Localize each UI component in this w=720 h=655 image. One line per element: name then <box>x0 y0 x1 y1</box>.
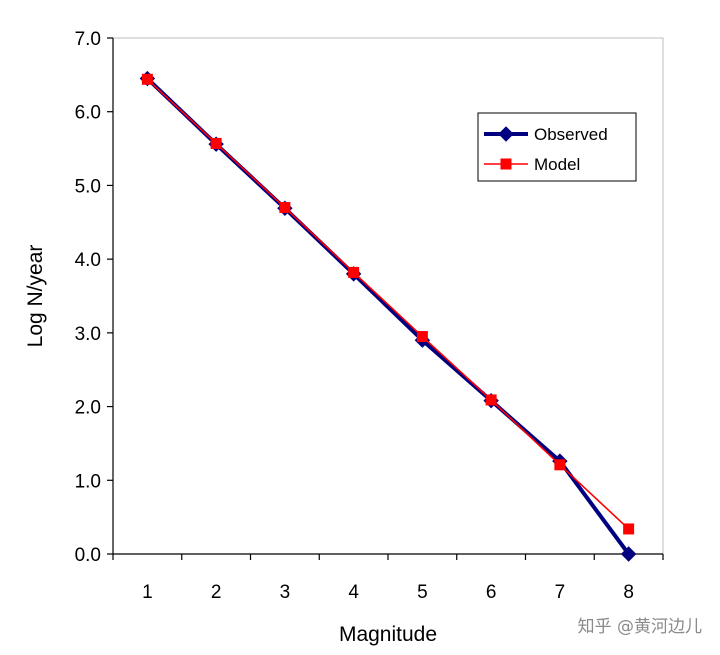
y-tick-label: 3.0 <box>75 324 101 345</box>
legend-swatch-marker <box>498 126 514 142</box>
legend-label: Model <box>534 155 580 174</box>
data-point-model <box>554 459 566 471</box>
y-tick-label: 1.0 <box>75 471 101 492</box>
data-point-model <box>485 394 497 406</box>
watermark: 知乎 @黄河边儿 <box>577 617 702 637</box>
y-tick-label: 4.0 <box>75 250 101 271</box>
legend-swatch-marker <box>500 158 512 170</box>
series-line-model <box>146 78 630 530</box>
legend-item-observed: Observed <box>484 125 608 144</box>
x-tick-label: 1 <box>142 582 153 603</box>
y-tick-label: 6.0 <box>75 103 101 124</box>
x-axis: 1 2 3 4 5 6 7 8 <box>112 553 664 603</box>
y-tick-label: 7.0 <box>75 29 101 50</box>
y-tick-label: 2.0 <box>75 398 101 419</box>
y-tick-label: 5.0 <box>75 176 101 197</box>
data-point-model <box>623 523 635 535</box>
legend: Observed Model <box>477 112 637 182</box>
x-tick-label: 5 <box>417 582 428 603</box>
x-tick-label: 6 <box>486 582 497 603</box>
legend-item-model: Model <box>484 155 580 174</box>
data-point-observed <box>620 546 637 562</box>
x-tick-label: 8 <box>623 582 634 603</box>
x-axis-title: Magnitude <box>339 623 437 646</box>
y-axis-title: Log N/year <box>24 245 47 348</box>
data-point-model <box>210 137 222 149</box>
y-axis: 0.0 1.0 2.0 3.0 4.0 5.0 6.0 7.0 <box>75 29 114 566</box>
legend-label: Observed <box>534 125 608 144</box>
series-model <box>141 73 635 535</box>
x-tick-label: 4 <box>348 582 359 603</box>
y-tick-label: 0.0 <box>75 545 101 566</box>
data-point-model <box>279 202 291 214</box>
x-tick-label: 3 <box>280 582 291 603</box>
data-point-model <box>416 331 428 343</box>
data-point-model <box>141 73 153 85</box>
series-layer <box>139 70 637 562</box>
legend-box <box>477 112 637 182</box>
x-tick-label: 7 <box>555 582 566 603</box>
x-tick-label: 2 <box>211 582 222 603</box>
data-point-model <box>348 266 360 278</box>
